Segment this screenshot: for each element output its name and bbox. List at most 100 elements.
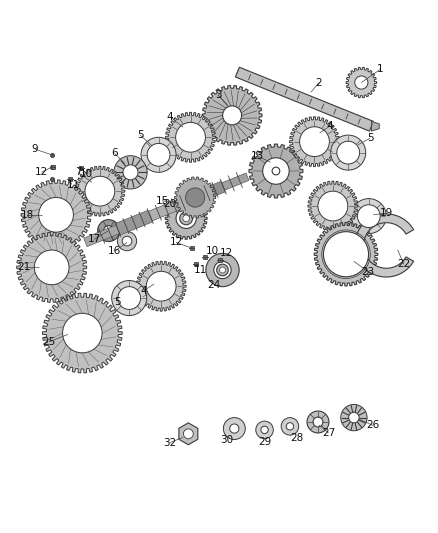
Polygon shape [202, 86, 262, 145]
Circle shape [117, 231, 137, 251]
Circle shape [176, 208, 196, 229]
Text: 21: 21 [18, 262, 31, 272]
Circle shape [183, 215, 190, 222]
Polygon shape [116, 211, 152, 235]
Circle shape [349, 413, 359, 423]
Polygon shape [346, 67, 377, 98]
Circle shape [256, 421, 273, 439]
Polygon shape [371, 122, 379, 131]
Circle shape [34, 250, 69, 285]
Circle shape [223, 106, 242, 125]
Polygon shape [179, 423, 198, 445]
Polygon shape [166, 112, 215, 162]
Text: 4: 4 [166, 112, 173, 122]
Text: 6: 6 [111, 149, 118, 158]
Circle shape [206, 253, 239, 287]
Circle shape [39, 197, 74, 232]
Circle shape [146, 271, 176, 301]
Text: 24: 24 [207, 280, 220, 290]
Text: 27: 27 [322, 428, 335, 438]
Text: 30: 30 [220, 434, 233, 445]
Text: 7: 7 [74, 167, 81, 177]
Polygon shape [264, 159, 288, 183]
Text: 10: 10 [206, 246, 219, 256]
Circle shape [104, 225, 113, 236]
Text: 11: 11 [194, 265, 207, 275]
Polygon shape [21, 180, 91, 250]
Text: 13: 13 [251, 151, 264, 161]
Polygon shape [236, 67, 373, 131]
Text: 5: 5 [137, 130, 144, 140]
Circle shape [355, 76, 368, 89]
Text: 1: 1 [377, 64, 384, 75]
Text: 22: 22 [397, 260, 410, 269]
Circle shape [63, 313, 102, 353]
Text: 4: 4 [326, 122, 333, 131]
Polygon shape [84, 225, 120, 247]
Text: 4: 4 [140, 286, 147, 296]
Circle shape [180, 212, 193, 225]
Text: 12: 12 [35, 167, 48, 177]
Circle shape [219, 267, 226, 273]
Circle shape [357, 205, 380, 228]
Polygon shape [290, 117, 339, 167]
Text: 12: 12 [170, 237, 183, 247]
Circle shape [313, 417, 323, 427]
Circle shape [318, 191, 348, 221]
Text: 3: 3 [215, 90, 222, 100]
Text: 16: 16 [108, 246, 121, 256]
Text: 11: 11 [67, 181, 80, 190]
Text: 32: 32 [163, 438, 177, 448]
Circle shape [217, 264, 228, 276]
Text: 28: 28 [290, 433, 304, 443]
Polygon shape [75, 166, 125, 216]
Text: 29: 29 [258, 437, 272, 447]
Circle shape [223, 418, 245, 440]
Polygon shape [308, 181, 358, 231]
Polygon shape [314, 222, 378, 286]
Circle shape [272, 167, 280, 175]
Text: 5: 5 [114, 297, 121, 308]
Polygon shape [165, 197, 207, 239]
Text: 20: 20 [163, 199, 177, 209]
Text: 5: 5 [367, 133, 374, 143]
Circle shape [141, 138, 176, 172]
Polygon shape [355, 214, 413, 277]
Circle shape [98, 220, 120, 241]
Circle shape [337, 141, 360, 164]
Text: 10: 10 [80, 168, 93, 179]
Polygon shape [249, 144, 303, 198]
Circle shape [230, 424, 239, 433]
Polygon shape [175, 177, 215, 218]
Circle shape [176, 123, 205, 152]
Circle shape [186, 188, 205, 207]
Polygon shape [17, 232, 87, 302]
Polygon shape [42, 293, 122, 373]
Text: 19: 19 [380, 208, 393, 218]
Circle shape [214, 261, 231, 279]
Circle shape [341, 405, 367, 431]
Text: 9: 9 [32, 144, 39, 154]
Circle shape [307, 411, 329, 433]
Polygon shape [189, 181, 225, 205]
Circle shape [281, 418, 299, 435]
Polygon shape [222, 173, 249, 190]
Text: 2: 2 [315, 77, 322, 87]
Polygon shape [148, 195, 193, 221]
Text: 25: 25 [42, 337, 56, 347]
Circle shape [122, 236, 132, 246]
Circle shape [118, 287, 141, 310]
Circle shape [112, 280, 147, 316]
Circle shape [114, 156, 147, 189]
Text: 15: 15 [155, 196, 169, 206]
Text: 23: 23 [361, 266, 374, 277]
Circle shape [300, 127, 329, 157]
Polygon shape [136, 261, 186, 311]
Text: 17: 17 [88, 235, 101, 244]
Text: 26: 26 [367, 421, 380, 431]
Circle shape [147, 143, 170, 166]
Circle shape [263, 158, 289, 184]
Circle shape [351, 199, 386, 233]
Circle shape [331, 135, 366, 170]
Circle shape [184, 429, 193, 439]
